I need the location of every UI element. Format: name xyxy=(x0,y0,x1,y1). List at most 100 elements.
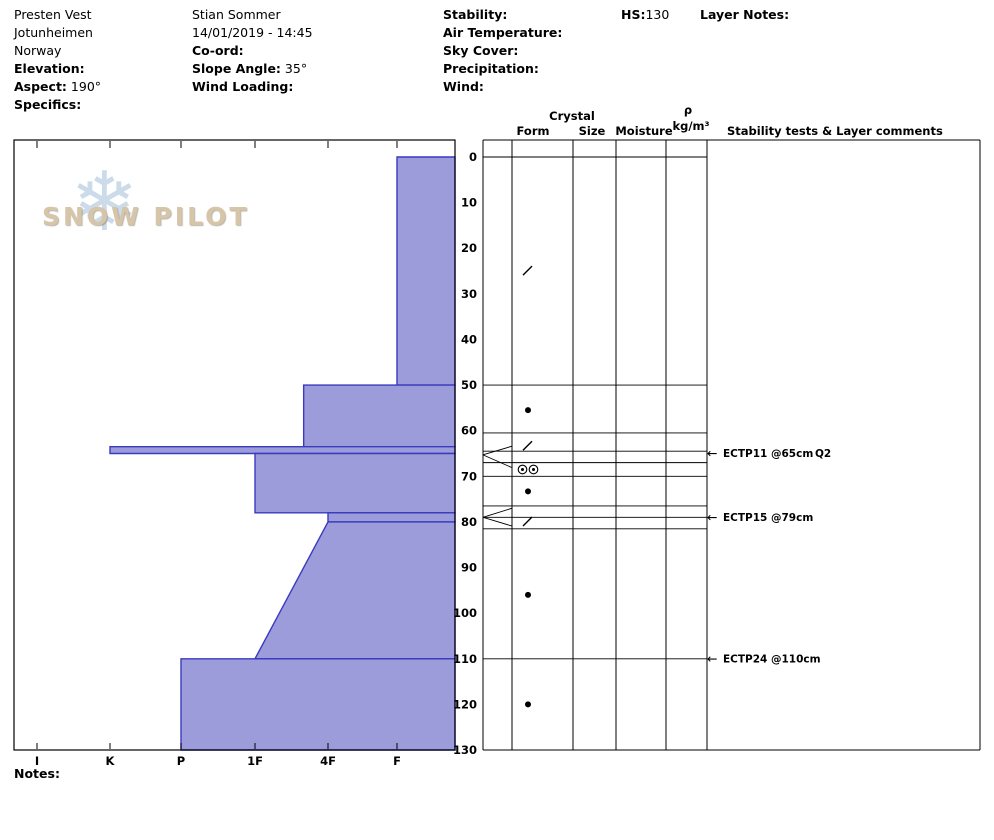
thin-layer-wedge-line xyxy=(482,454,513,469)
snow-layer-bar xyxy=(396,156,456,386)
snow-layer-bar xyxy=(253,521,456,660)
hardness-axis-label: I xyxy=(35,754,39,768)
hardness-axis-label: F xyxy=(393,754,401,768)
specifics-row: Specifics: xyxy=(14,96,101,114)
hardness-axis-label: 1F xyxy=(247,754,263,768)
hardness-axis-label: K xyxy=(106,754,116,768)
hardness-axis-label: 4F xyxy=(320,754,336,768)
precipitation-row: Precipitation: xyxy=(443,60,562,78)
depth-tick-label: 80 xyxy=(461,515,477,529)
depth-tick-label: 60 xyxy=(461,424,477,438)
site-name: Presten Vest xyxy=(14,7,92,22)
depth-tick-label: 10 xyxy=(461,196,477,210)
precipitation-label: Precipitation: xyxy=(443,61,539,76)
grain-symbol-slash xyxy=(522,516,533,527)
depth-tick-label: 0 xyxy=(469,150,477,164)
layer-notes-block: Layer Notes: xyxy=(700,6,789,24)
stability-test-label: ECTP24 @110cm xyxy=(723,653,821,665)
depth-tick-label: 110 xyxy=(453,652,477,666)
wind-loading-row: Wind Loading: xyxy=(192,78,313,96)
grain-symbol-dot xyxy=(525,488,531,495)
form-column-header: Form xyxy=(516,124,550,138)
wind-row: Wind: xyxy=(443,78,562,96)
slope-angle-label: Slope Angle: xyxy=(192,61,281,76)
notes-row: Notes: xyxy=(14,766,60,781)
coord-row: Co-ord: xyxy=(192,42,313,60)
hardness-axis-label: P xyxy=(177,754,185,768)
aspect-label: Aspect: xyxy=(14,79,67,94)
air-temperature-label: Air Temperature: xyxy=(443,25,563,40)
layer-notes-label: Layer Notes: xyxy=(700,7,790,22)
region-name: Jotunheimen xyxy=(14,25,93,40)
elevation-row: Elevation: xyxy=(14,60,101,78)
grain-symbol-slash xyxy=(522,265,533,276)
snow-height-block: HS:130 xyxy=(621,6,669,24)
notes-label: Notes: xyxy=(14,766,60,781)
grain-symbol-circle-core xyxy=(521,467,524,471)
test-arrow-icon: ← xyxy=(707,651,717,666)
snow-layer-bar xyxy=(109,445,456,455)
grain-symbol-circle xyxy=(517,464,528,475)
depth-tick-label: 130 xyxy=(453,743,477,757)
stability-test-label: ECTP11 @65cm xyxy=(723,448,813,460)
specifics-label: Specifics: xyxy=(14,97,82,112)
hs-row: HS:130 xyxy=(621,6,669,24)
hs-label: HS: xyxy=(621,7,646,22)
depth-tick-label: 120 xyxy=(453,697,477,711)
grain-symbol-slash xyxy=(522,440,533,451)
sky-cover-label: Sky Cover: xyxy=(443,43,519,58)
slope-angle-row: Slope Angle: 35° xyxy=(192,60,313,78)
aspect-row: Aspect: 190° xyxy=(14,78,101,96)
location-block: Presten Vest Jotunheimen Norway Elevatio… xyxy=(14,6,101,114)
density-unit-header: kg/m³ xyxy=(672,119,710,133)
density-symbol-header: ρ xyxy=(683,103,693,117)
hs-value: 130 xyxy=(645,7,670,22)
sky-cover-row: Sky Cover: xyxy=(443,42,562,60)
shear-quality-label: Q2 xyxy=(815,448,831,460)
grain-symbol-dot xyxy=(525,591,531,598)
conditions-block: Stability: Air Temperature: Sky Cover: P… xyxy=(443,6,562,96)
grain-symbol-circle xyxy=(528,464,539,475)
country-name: Norway xyxy=(14,43,62,58)
thin-layer-wedge-line xyxy=(482,445,513,456)
snow-layer-bar xyxy=(302,384,456,448)
depth-tick-label: 20 xyxy=(461,241,477,255)
wind-label: Wind: xyxy=(443,79,484,94)
grain-symbol-dot xyxy=(525,407,531,414)
coord-label: Co-ord: xyxy=(192,43,244,58)
hardness-chart-frame xyxy=(13,139,456,751)
layer-notes-row: Layer Notes: xyxy=(700,6,789,24)
thin-layer-wedge-line xyxy=(482,507,513,518)
observer-name: Stian Sommer xyxy=(192,7,281,22)
crystal-column-header: Crystal xyxy=(549,109,595,123)
test-arrow-icon: ← xyxy=(707,509,717,524)
observer-block: Stian Sommer 14/01/2019 - 14:45 Co-ord: … xyxy=(192,6,313,96)
snow-layer-bar xyxy=(254,452,456,514)
moisture-column-header: Moisture xyxy=(615,124,673,138)
observation-datetime: 14/01/2019 - 14:45 xyxy=(192,25,313,40)
grain-symbol-dot xyxy=(525,701,531,708)
elevation-label: Elevation: xyxy=(14,61,85,76)
depth-tick-label: 30 xyxy=(461,287,477,301)
depth-tick-label: 50 xyxy=(461,378,477,392)
aspect-value: 190° xyxy=(70,79,102,94)
snow-layer-bar xyxy=(327,512,456,523)
stability-label: Stability: xyxy=(443,7,508,22)
slope-angle-value: 35° xyxy=(284,61,308,76)
wind-loading-label: Wind Loading: xyxy=(192,79,294,94)
comments-column-header: Stability tests & Layer comments xyxy=(727,124,943,138)
depth-tick-label: 70 xyxy=(461,469,477,483)
depth-tick-label: 100 xyxy=(453,606,477,620)
stability-test-label: ECTP15 @79cm xyxy=(723,512,813,524)
grain-symbol-circle-core xyxy=(532,467,535,471)
test-arrow-icon: ← xyxy=(707,446,717,461)
air-temperature-row: Air Temperature: xyxy=(443,24,562,42)
depth-tick-label: 40 xyxy=(461,332,477,346)
snow-layer-bar xyxy=(180,658,456,751)
size-column-header: Size xyxy=(578,124,606,138)
thin-layer-wedge-line xyxy=(482,516,513,527)
depth-tick-label: 90 xyxy=(461,561,477,575)
stability-row: Stability: xyxy=(443,6,562,24)
